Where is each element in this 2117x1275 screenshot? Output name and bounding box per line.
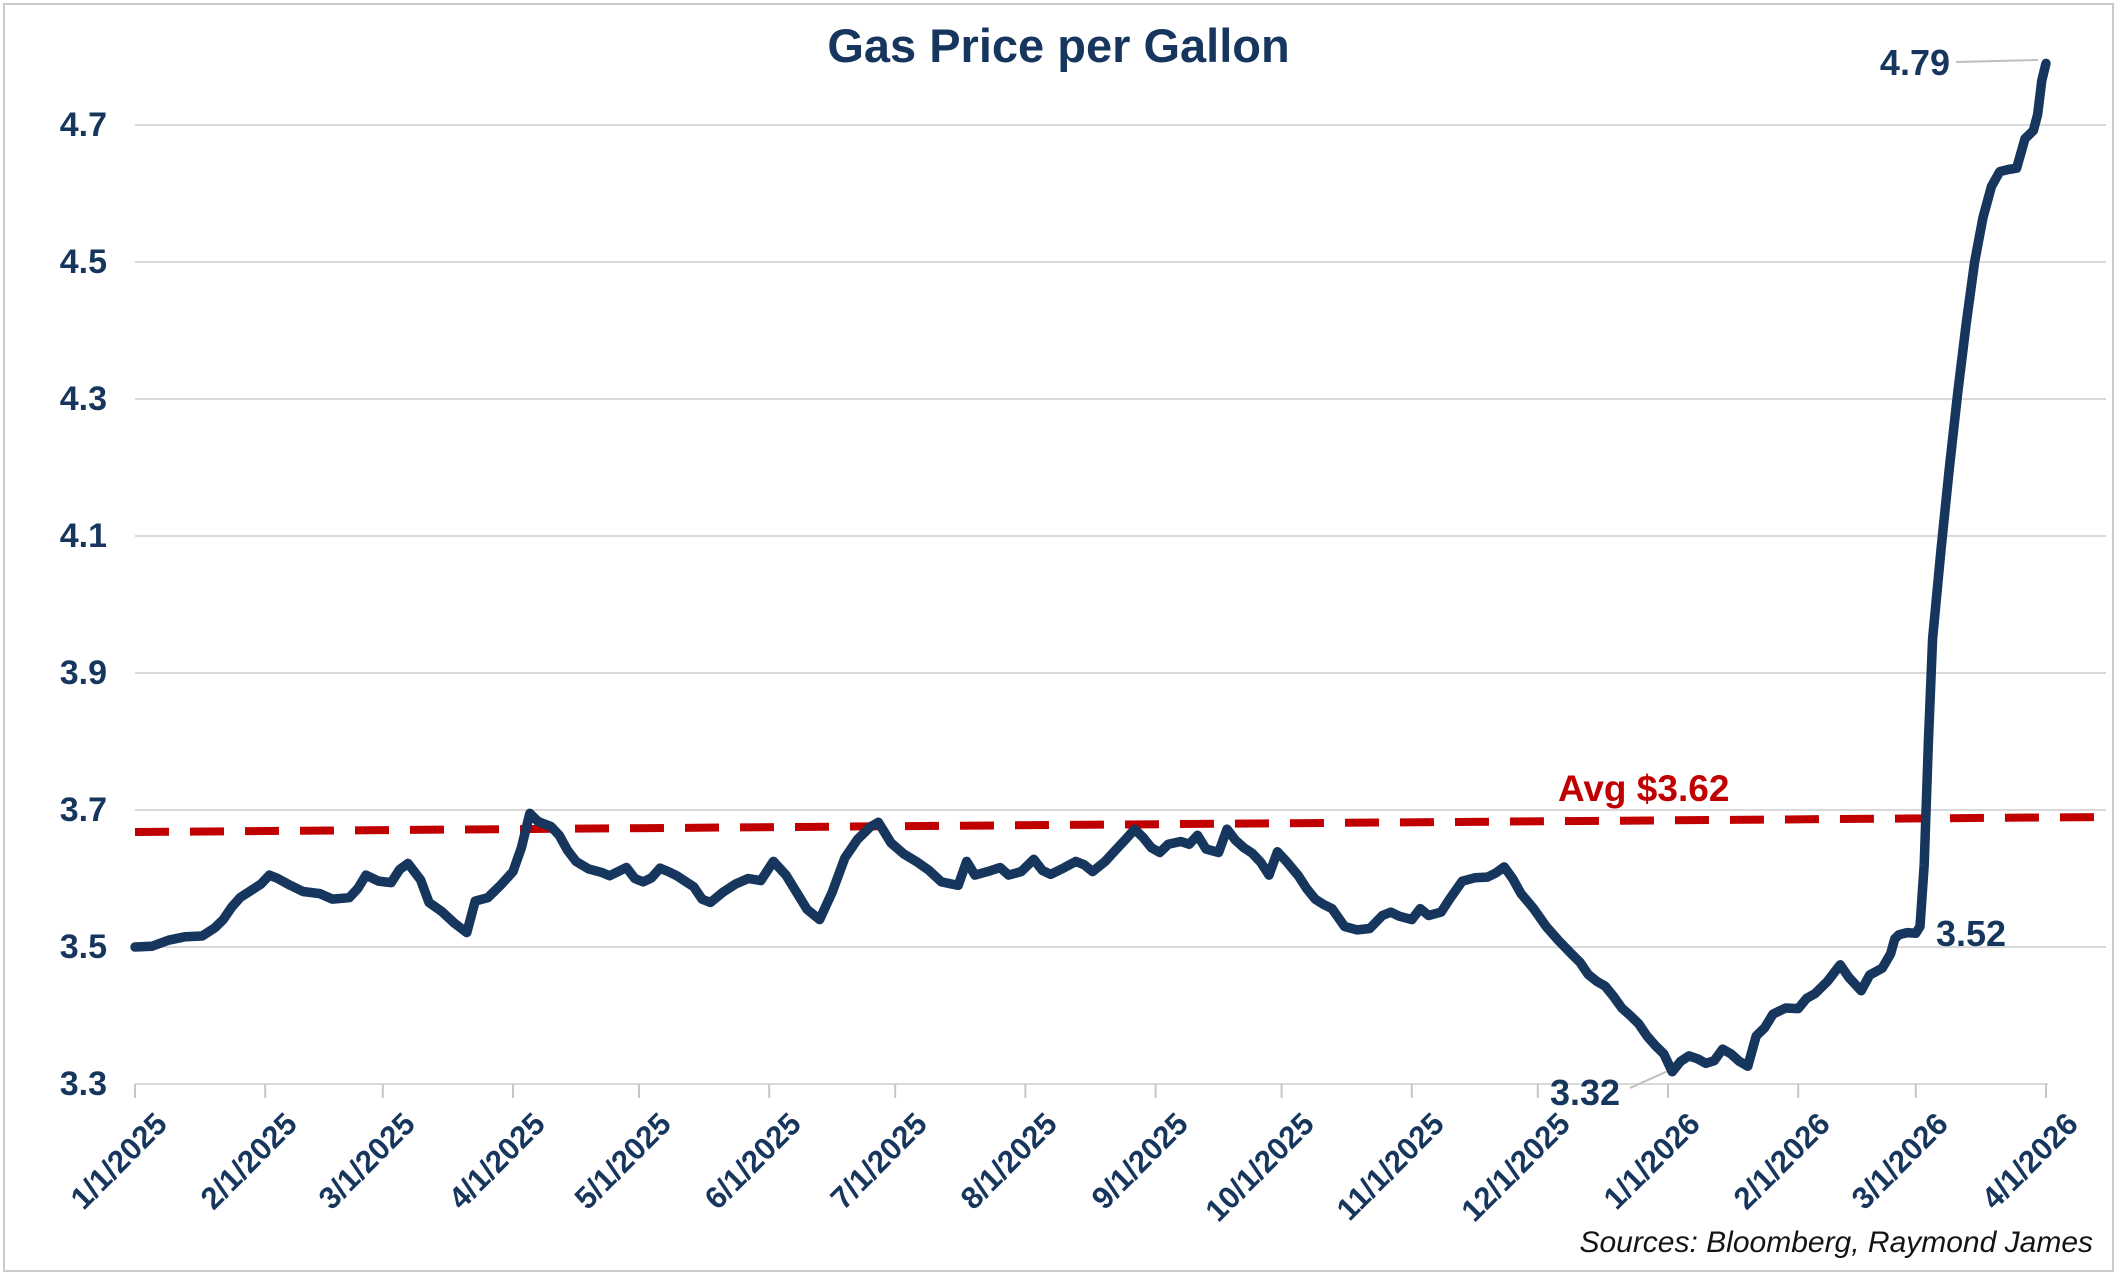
y-axis-label: 4.1 [59,517,107,555]
average-line-label: Avg $3.62 [1558,768,1730,809]
y-axis-label: 3.5 [59,928,107,966]
average-line [134,813,2107,836]
annotation-prespike-value: 3.52 [1936,913,2007,954]
leader-line-min [1629,1070,1669,1089]
price-line [130,58,2051,1077]
chart-title: Gas Price per Gallon [827,19,1290,72]
annotation-minimum-value: 3.32 [1550,1072,1621,1113]
y-axis-label: 4.5 [59,243,107,281]
y-axis-label: 4.3 [59,380,107,418]
y-axis-label: 3.7 [59,791,107,829]
y-axis-label: 3.3 [59,1065,107,1103]
leader-line-end [1955,59,2039,63]
y-axis-label: 3.9 [59,654,107,692]
y-axis-label: 4.7 [59,106,107,144]
source-note: Sources: Bloomberg, Raymond James [1579,1226,2093,1259]
annotation-final-value: 4.79 [1879,42,1950,83]
